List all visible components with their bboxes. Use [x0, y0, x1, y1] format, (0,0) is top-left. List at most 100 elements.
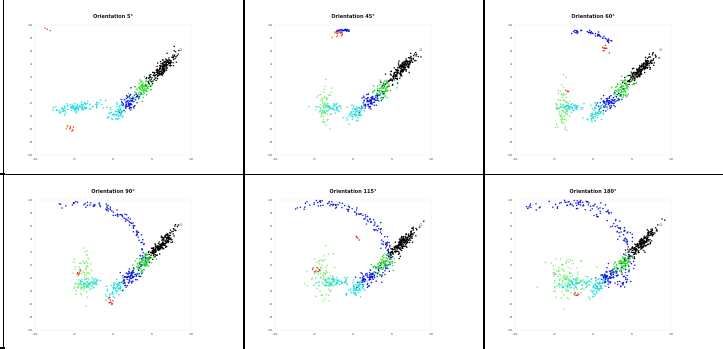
data-point [381, 92, 383, 95]
data-point [378, 89, 380, 92]
data-point [140, 273, 143, 275]
y-tick-label: -4 [29, 289, 32, 293]
data-point [138, 91, 140, 94]
data-point [410, 230, 413, 232]
data-point [552, 206, 554, 208]
data-point [113, 296, 116, 299]
data-point [358, 287, 361, 290]
data-point [607, 41, 610, 43]
data-point [593, 295, 595, 297]
data-point [401, 238, 404, 240]
data-point [322, 204, 324, 206]
data-point [573, 293, 575, 295]
data-point [146, 85, 148, 88]
data-point [100, 103, 103, 106]
data-point [646, 57, 649, 60]
data-point [58, 112, 61, 114]
data-point [330, 87, 333, 89]
data-point [340, 30, 342, 32]
data-point [577, 273, 579, 276]
data-point [607, 210, 609, 213]
data-point [649, 241, 652, 244]
data-point [363, 277, 366, 280]
data-point [637, 247, 640, 249]
data-point [573, 294, 576, 296]
data-point [369, 218, 371, 221]
data-point [630, 80, 632, 82]
data-point [385, 266, 388, 269]
data-point [649, 232, 652, 235]
data-point [136, 257, 138, 260]
data-point [614, 261, 616, 263]
data-point [622, 91, 625, 93]
data-point [132, 222, 134, 224]
data-point [366, 276, 369, 278]
data-point [173, 228, 175, 230]
data-point [294, 208, 297, 210]
data-point [571, 274, 574, 277]
data-point [382, 92, 385, 95]
data-point [626, 240, 629, 243]
data-point [399, 255, 402, 258]
data-point [604, 280, 606, 283]
data-point [296, 207, 299, 209]
y-tick-label: 8 [30, 36, 32, 40]
data-point [591, 112, 594, 114]
y-tick-label: 10 [268, 23, 272, 27]
data-point [643, 71, 646, 74]
data-point [645, 66, 647, 69]
data-point [316, 287, 318, 290]
data-point [634, 264, 636, 267]
data-point [382, 243, 385, 246]
data-point [176, 54, 179, 57]
data-point [558, 107, 561, 109]
data-point [78, 106, 80, 108]
data-point [317, 94, 320, 97]
data-point [384, 273, 386, 276]
data-point [599, 210, 601, 212]
data-point [599, 281, 601, 283]
data-point [586, 284, 589, 287]
data-point [69, 125, 72, 127]
data-point [614, 282, 616, 284]
data-point [83, 289, 85, 291]
data-point [647, 56, 650, 58]
data-point [116, 283, 118, 286]
data-point [130, 86, 132, 89]
data-point [394, 77, 397, 79]
data-point [150, 78, 152, 81]
data-point [369, 98, 371, 101]
data-point [78, 282, 80, 284]
data-point [376, 229, 379, 232]
data-point [366, 280, 368, 282]
data-point [618, 235, 621, 238]
data-point [319, 267, 322, 269]
data-point [394, 71, 397, 74]
data-point [616, 231, 618, 233]
data-point [178, 49, 180, 52]
data-point [142, 93, 144, 96]
data-point [604, 276, 606, 278]
data-point [577, 105, 580, 107]
data-point [553, 275, 555, 277]
data-point [79, 268, 82, 270]
x-tick-label: 10 [429, 332, 433, 336]
data-point [623, 76, 626, 79]
data-point [161, 72, 163, 74]
data-point [321, 100, 324, 102]
data-point [407, 233, 410, 235]
x-tick-label: -10 [33, 157, 38, 161]
data-point [554, 287, 556, 289]
data-point [565, 89, 567, 91]
data-point [596, 206, 598, 208]
data-point [603, 105, 605, 107]
data-point [151, 251, 153, 254]
data-point [171, 230, 173, 233]
data-point [619, 220, 621, 222]
data-point [303, 283, 306, 285]
data-point [77, 109, 79, 112]
data-point [177, 53, 179, 55]
data-point [622, 258, 624, 260]
data-point [137, 93, 140, 95]
y-tick-label: 2 [510, 250, 512, 254]
